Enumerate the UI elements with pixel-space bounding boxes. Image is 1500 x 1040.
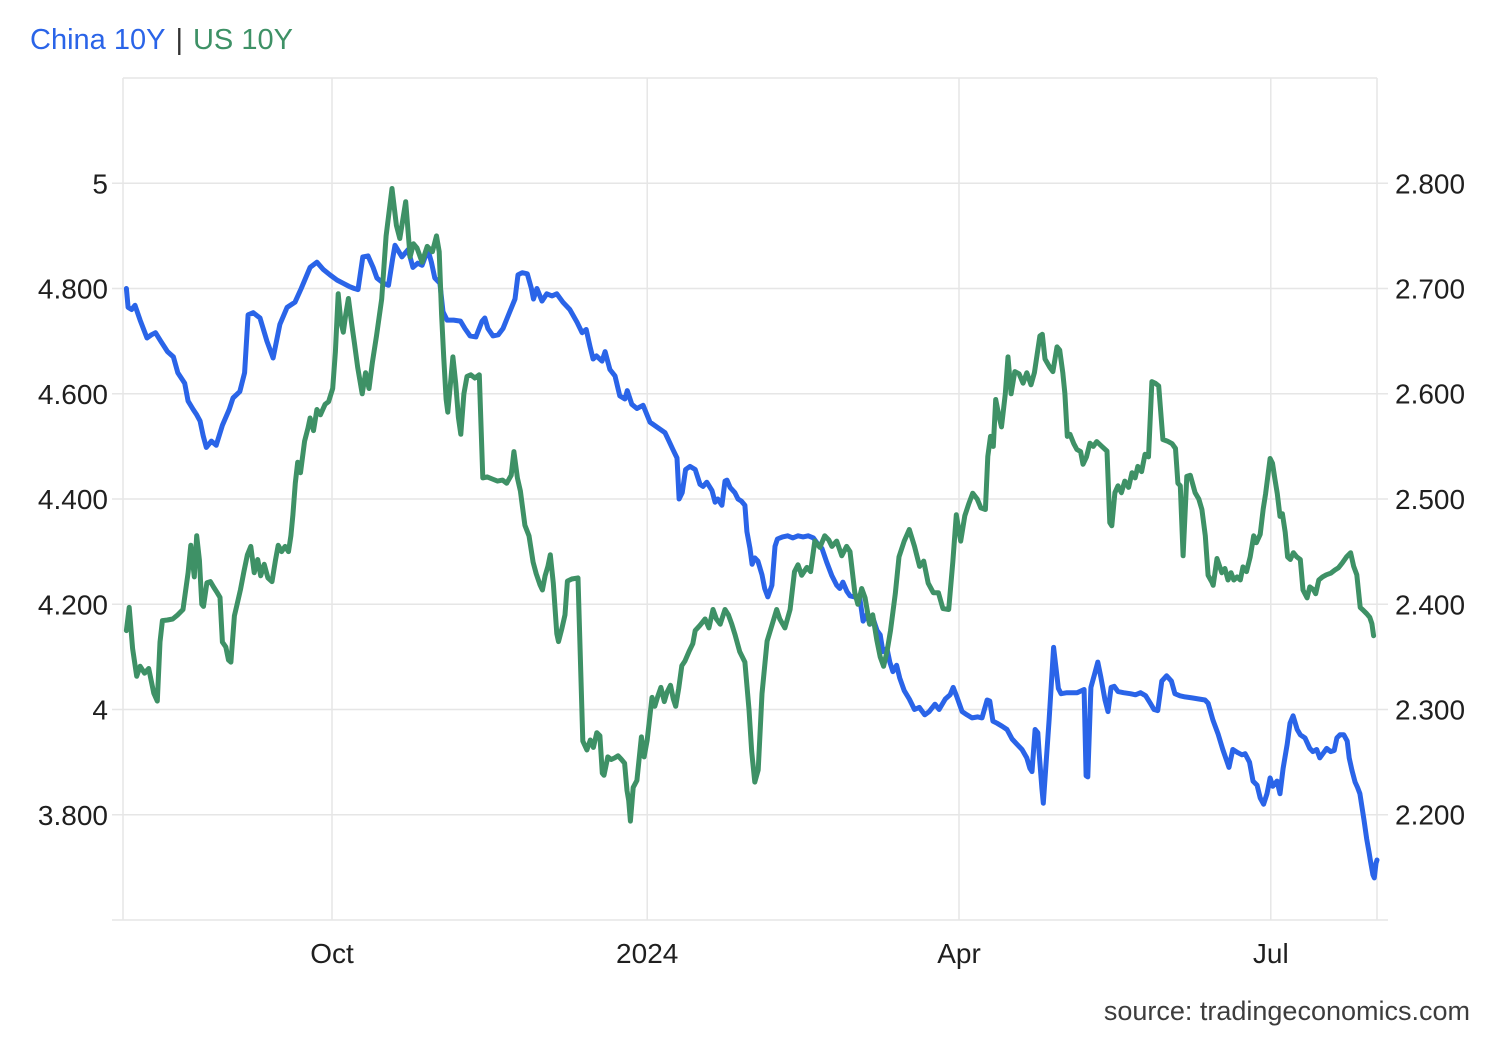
svg-text:2024: 2024 — [616, 938, 678, 969]
svg-text:4.400: 4.400 — [38, 484, 108, 515]
svg-text:Oct: Oct — [310, 938, 354, 969]
legend-china-10y[interactable]: China 10Y — [30, 24, 166, 56]
svg-text:4.800: 4.800 — [38, 274, 108, 305]
svg-text:5: 5 — [92, 168, 108, 199]
svg-text:Jul: Jul — [1253, 938, 1289, 969]
china-10y-line — [123, 242, 1380, 881]
svg-text:2.300: 2.300 — [1395, 695, 1465, 726]
svg-text:2.700: 2.700 — [1395, 274, 1465, 305]
svg-text:3.800: 3.800 — [38, 800, 108, 831]
chart-legend: China 10Y | US 10Y — [30, 24, 293, 57]
left-axis-labels: 5 4.800 4.600 4.400 4.200 4 3.800 — [38, 168, 108, 831]
svg-text:2.500: 2.500 — [1395, 484, 1465, 515]
svg-text:2.200: 2.200 — [1395, 800, 1465, 831]
legend-us-10y[interactable]: US 10Y — [192, 24, 293, 56]
us-10y-line — [123, 186, 1377, 824]
svg-text:4.600: 4.600 — [38, 379, 108, 410]
x-axis-labels: Oct 2024 Apr Jul — [310, 938, 1288, 969]
svg-text:2.600: 2.600 — [1395, 379, 1465, 410]
right-axis-labels: 2.800 2.700 2.600 2.500 2.400 2.300 2.200 — [1395, 168, 1465, 830]
svg-text:4.200: 4.200 — [38, 589, 108, 620]
svg-text:2.800: 2.800 — [1395, 168, 1465, 199]
source-attribution: source: tradingeconomics.com — [1103, 996, 1470, 1026]
svg-text:2.400: 2.400 — [1395, 589, 1465, 620]
svg-text:4: 4 — [92, 695, 108, 726]
svg-text:Apr: Apr — [937, 938, 981, 969]
legend-separator: | — [175, 24, 183, 56]
